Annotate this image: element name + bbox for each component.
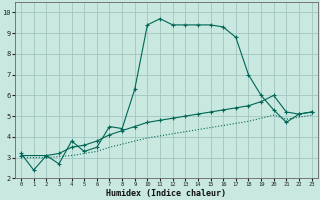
X-axis label: Humidex (Indice chaleur): Humidex (Indice chaleur) [106,189,226,198]
